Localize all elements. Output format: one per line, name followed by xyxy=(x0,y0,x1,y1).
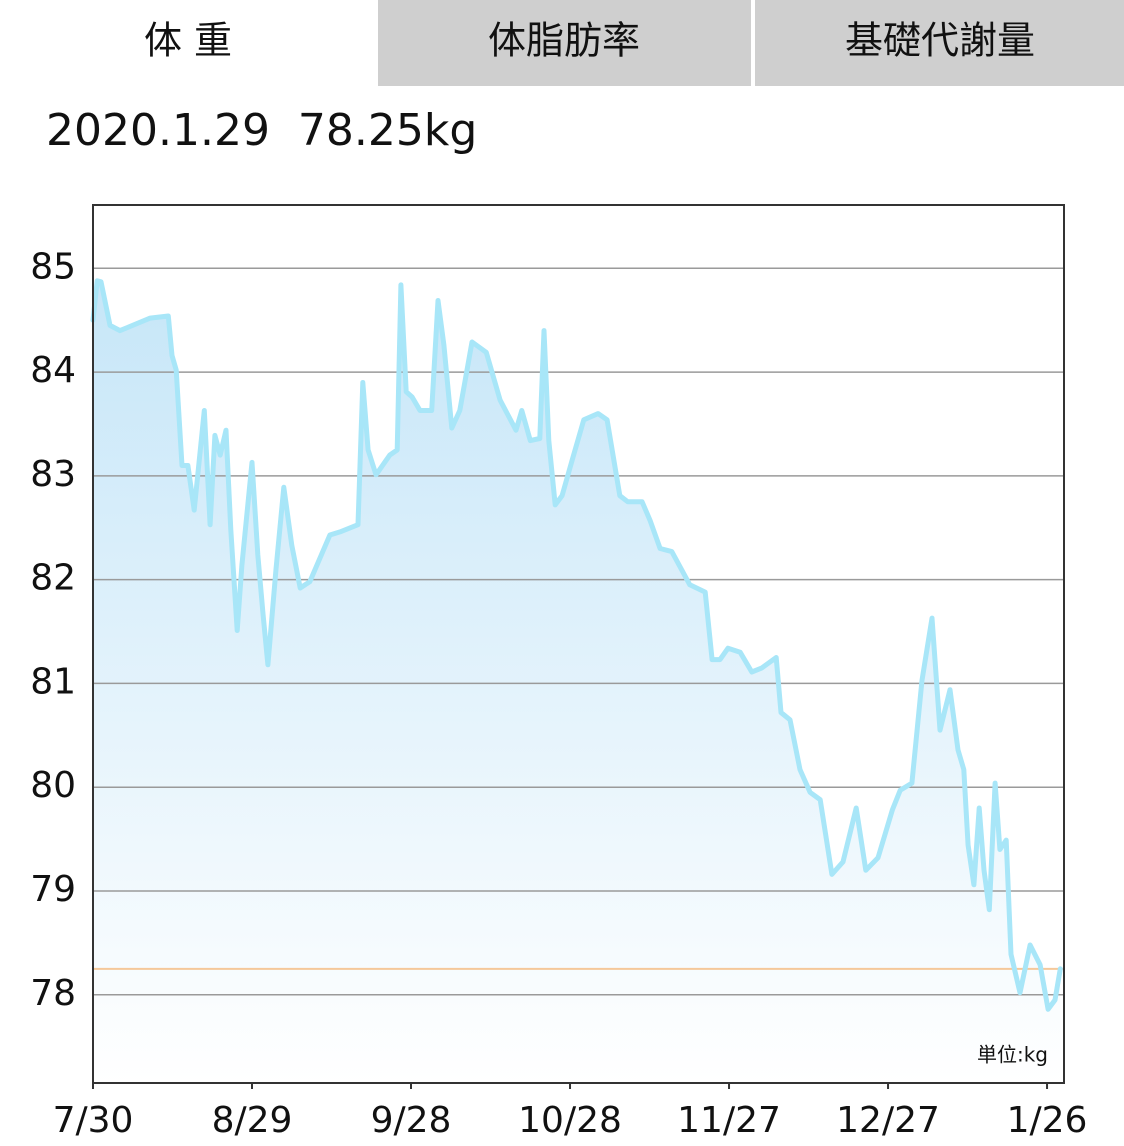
y-tick-label: 80 xyxy=(30,765,76,806)
plot-frame xyxy=(92,204,1065,1084)
x-tick-label: 7/30 xyxy=(53,1100,134,1141)
current-reading: 2020.1.29 78.25kg xyxy=(46,105,477,156)
tab[interactable] xyxy=(378,0,751,86)
x-tick-label: 11/27 xyxy=(677,1100,781,1141)
tab-label[interactable]: 体脂肪率 xyxy=(488,19,640,63)
plot: 78 79 80 81 82 83 84 85 7/30 8/29 9/28 10/28 11/27 12… xyxy=(30,204,1088,1141)
y-tick-label: 79 xyxy=(30,869,76,910)
y-tick-label: 81 xyxy=(30,661,76,702)
y-tick-label: 78 xyxy=(30,973,76,1014)
tab-label[interactable]: 基礎代謝量 xyxy=(845,19,1035,63)
x-tick-label: 9/28 xyxy=(371,1100,452,1141)
unit-label: 単位:kg xyxy=(977,1043,1048,1067)
y-tick-label: 82 xyxy=(30,558,76,599)
x-tick-label: 12/27 xyxy=(836,1100,940,1141)
tab-active[interactable] xyxy=(0,0,376,86)
y-tick-label: 83 xyxy=(30,454,76,495)
x-tick-label: 8/29 xyxy=(212,1100,293,1141)
y-tick-label: 84 xyxy=(30,350,76,391)
tab[interactable] xyxy=(755,0,1124,86)
x-tick-label: 1/26 xyxy=(1007,1100,1088,1141)
area xyxy=(93,280,1061,1083)
y-tick-label: 85 xyxy=(30,246,76,287)
tab-label[interactable]: 体 重 xyxy=(144,19,232,63)
x-tick-label: 10/28 xyxy=(518,1100,622,1141)
weight-line xyxy=(90,278,1063,1012)
